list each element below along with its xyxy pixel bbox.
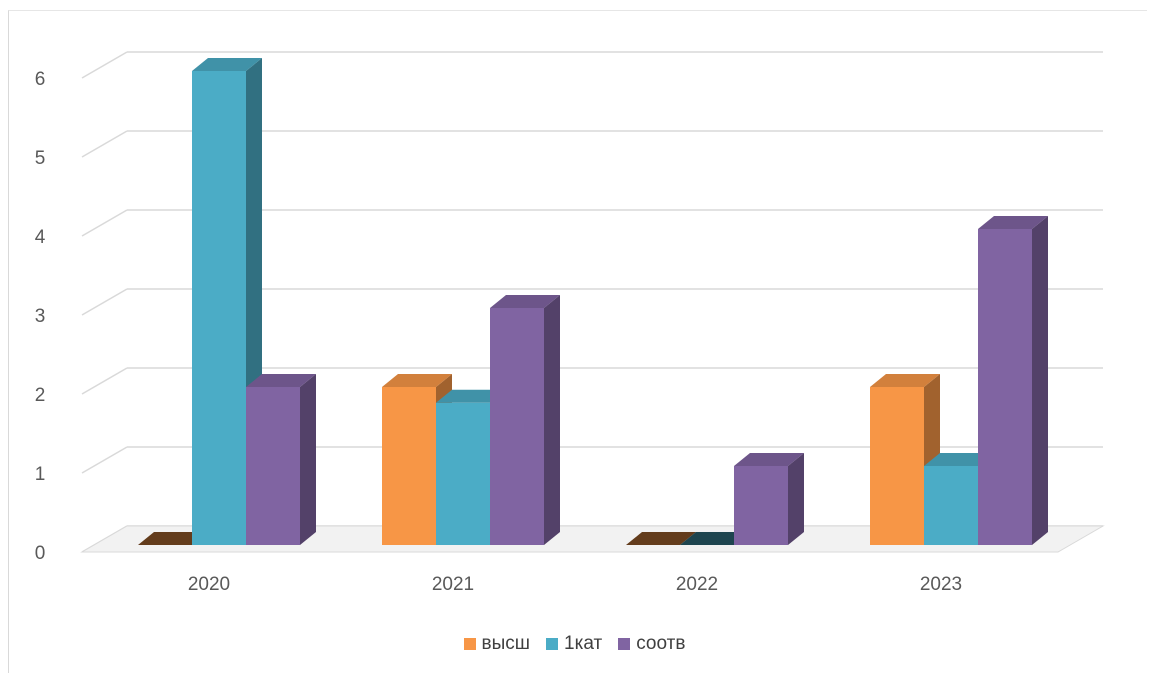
legend-swatch-sootv <box>618 638 631 650</box>
bar-2-2023 <box>978 229 1032 545</box>
bar-0-2021 <box>382 387 436 545</box>
bar-1-2020 <box>192 71 246 545</box>
bar-2-2020 <box>246 387 300 545</box>
x-tick-label: 2022 <box>676 574 718 595</box>
bar-top-1-2021 <box>436 389 506 403</box>
bar-top-2-2021 <box>490 295 560 308</box>
bar-top-1-2020 <box>192 58 262 71</box>
y-tick-label: 6 <box>35 69 46 90</box>
y-tick-label: 5 <box>35 148 46 169</box>
bar-top-2-2023 <box>978 216 1048 229</box>
y-tick-label: 0 <box>35 543 46 564</box>
bar-side-2-2023 <box>1032 216 1048 545</box>
legend-swatch-vyssh <box>463 638 476 650</box>
bar-1-2023 <box>924 466 978 545</box>
x-tick-label: 2020 <box>188 574 230 595</box>
bar-top-2-2020 <box>246 374 316 387</box>
y-tick-label: 4 <box>35 227 46 248</box>
bar-1-2022 <box>680 532 750 545</box>
gridline-side <box>81 288 128 316</box>
chart-floor <box>80 525 1105 553</box>
bar-side-2-2020 <box>300 374 316 545</box>
x-tick-label: 2023 <box>920 574 962 595</box>
bar-2-2021 <box>490 308 544 545</box>
chart-frame <box>8 10 1147 673</box>
legend-swatch-1kat <box>546 638 559 650</box>
gridline-side <box>81 367 128 395</box>
bar-top-2-2022 <box>734 453 804 466</box>
legend-label-sootv: соотв <box>636 633 686 654</box>
gridline-side <box>81 51 128 79</box>
gridline-side <box>81 446 128 474</box>
gridline-side <box>81 209 128 237</box>
bar-top-0-2023 <box>870 374 940 387</box>
legend-item-vyssh: высш <box>463 633 531 655</box>
legend-item-1kat: 1кат <box>546 633 602 655</box>
bar-0-2023 <box>870 387 924 545</box>
gridline-side <box>81 130 128 158</box>
bar-1-2021 <box>436 402 490 545</box>
chart-legend: высш 1кат соотв <box>0 633 1149 655</box>
y-tick-label: 1 <box>35 464 46 485</box>
bar-top-1-2023 <box>924 453 994 466</box>
legend-item-sootv: соотв <box>618 633 685 655</box>
bar-side-2-2022 <box>788 453 804 545</box>
bar-top-0-2021 <box>382 374 452 387</box>
bar-side-2-2021 <box>544 295 560 545</box>
bar-0-2022 <box>626 532 696 545</box>
x-tick-label: 2021 <box>432 574 474 595</box>
bar-0-2020 <box>138 532 208 545</box>
y-tick-label: 2 <box>35 385 46 406</box>
y-tick-label: 3 <box>35 306 46 327</box>
legend-label-1kat: 1кат <box>564 633 603 654</box>
bar-2-2022 <box>734 466 788 545</box>
legend-label-vyssh: высш <box>481 633 531 654</box>
